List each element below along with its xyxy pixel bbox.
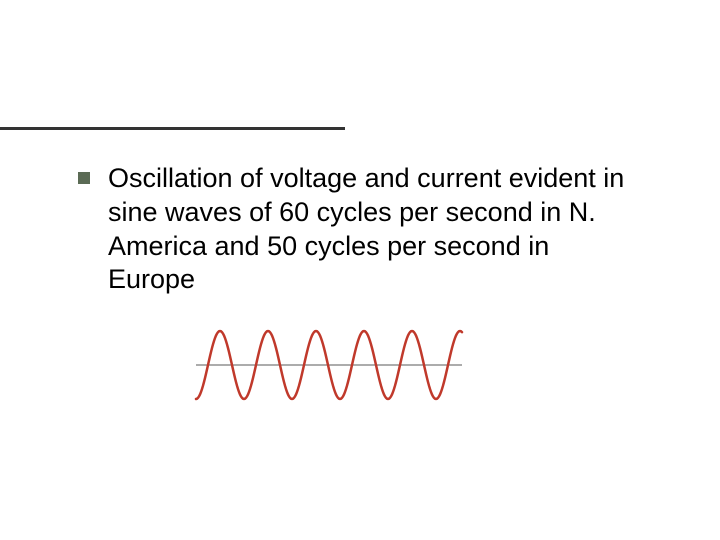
body-content: Oscillation of voltage and current evide… (78, 162, 638, 297)
bullet-item: Oscillation of voltage and current evide… (78, 162, 638, 297)
title-divider (0, 127, 345, 130)
bullet-square-icon (78, 172, 90, 184)
sine-wave-svg (192, 316, 467, 414)
sine-wave-diagram (192, 316, 467, 414)
bullet-text: Oscillation of voltage and current evide… (108, 162, 638, 297)
